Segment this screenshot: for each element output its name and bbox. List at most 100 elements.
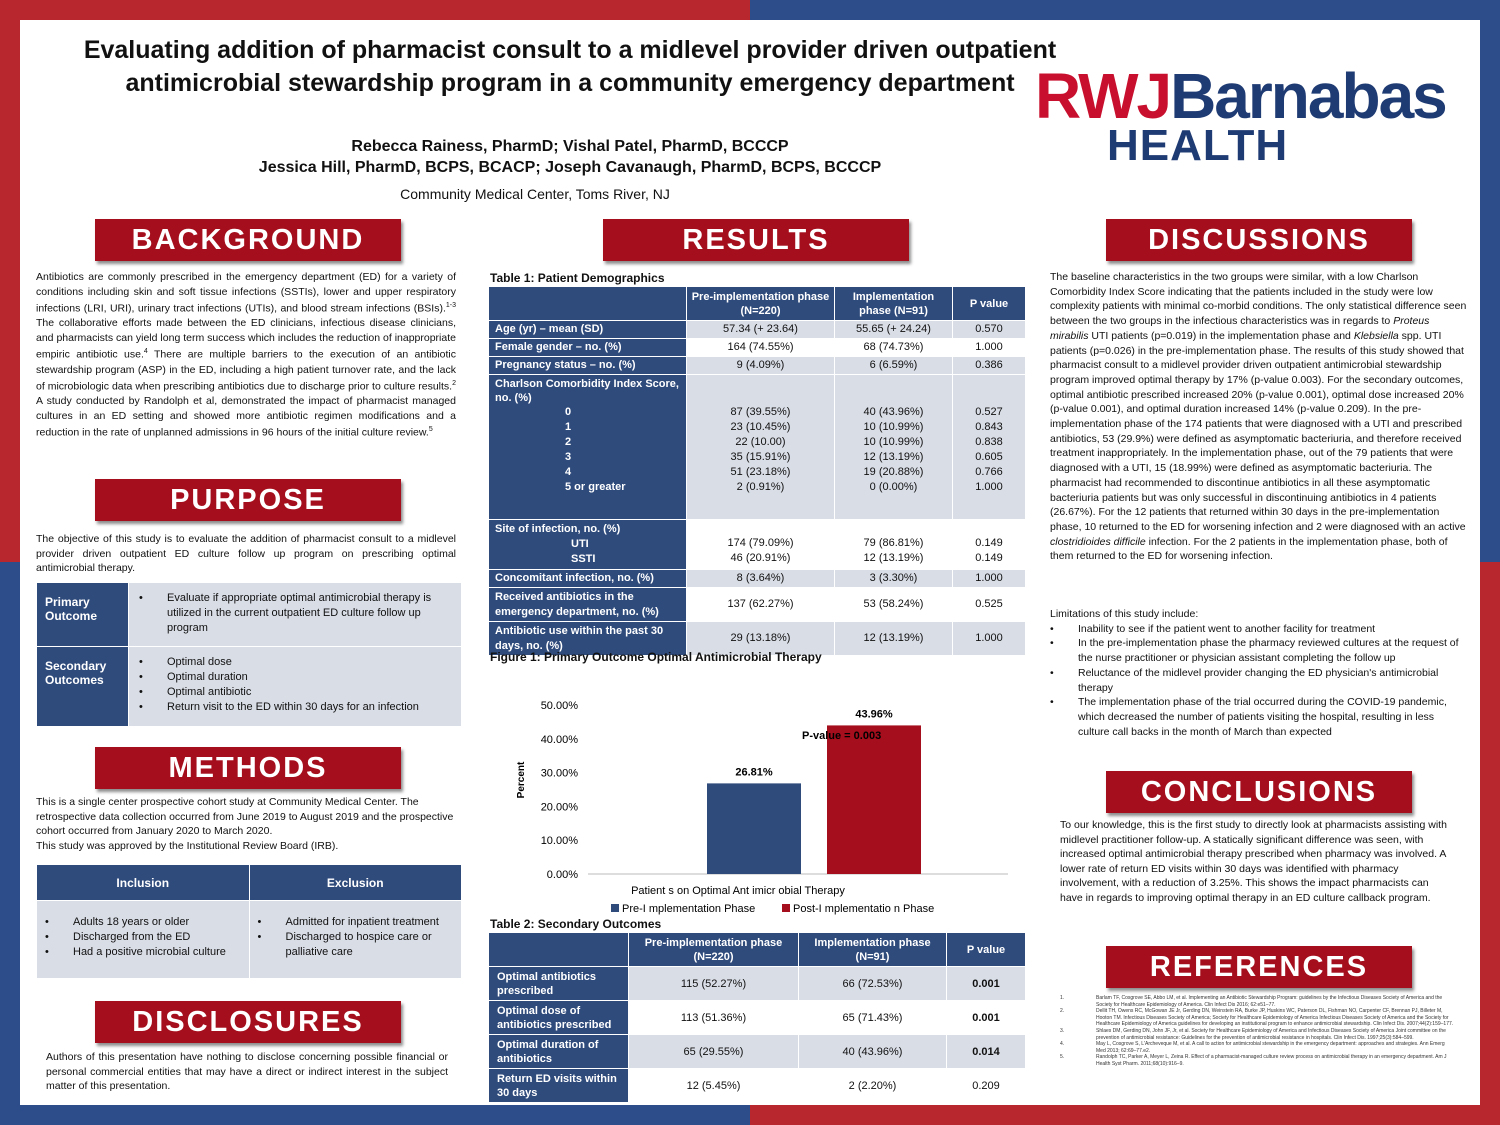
charlson-pre-cell: 87 (39.55%) 23 (10.45%) 22 (10.00) 35 (1… bbox=[686, 374, 835, 520]
cell-pre: 8 (3.64%) bbox=[686, 569, 835, 588]
poster-title: Evaluating addition of pharmacist consul… bbox=[83, 36, 1057, 97]
cell-pre: 46 (20.91%) bbox=[730, 552, 791, 564]
charlson-row: Charlson Comorbidity Index Score, no. (%… bbox=[488, 374, 1026, 520]
site-type: SSTI bbox=[571, 553, 596, 565]
methods-header: METHODS bbox=[95, 747, 401, 789]
cell-pre: 137 (62.27%) bbox=[686, 587, 835, 622]
table-row: Pregnancy status – no. (%) 9 (4.09%) 6 (… bbox=[488, 356, 1026, 375]
frame-right-top-band bbox=[1480, 0, 1500, 562]
cell-impl: 10 (10.99%) bbox=[863, 436, 924, 448]
conclusions-header: CONCLUSIONS bbox=[1106, 771, 1412, 813]
row-label: Female gender – no. (%) bbox=[488, 338, 687, 357]
site-row: Site of infection, no. (%) UTI SSTI 174 … bbox=[488, 519, 1026, 570]
row-label: Pregnancy status – no. (%) bbox=[488, 356, 687, 375]
cell-pre: 65 (29.55%) bbox=[628, 1034, 799, 1069]
cell-p: 0.001 bbox=[946, 1000, 1026, 1035]
site-p-cell: 0.149 0.149 bbox=[952, 519, 1026, 570]
charlson-level: 4 bbox=[565, 466, 572, 478]
cell-pre: 87 (39.55%) bbox=[730, 406, 791, 418]
cell-pre: 115 (52.27%) bbox=[628, 966, 799, 1001]
secondary-outcomes-cell: Optimal dose Optimal duration Optimal an… bbox=[128, 646, 462, 727]
p-value-annotation: P-value = 0.003 bbox=[802, 730, 881, 742]
t2-header-blank bbox=[488, 932, 629, 967]
authors-line-1: Rebecca Rainess, PharmD; Vishal Patel, P… bbox=[351, 138, 789, 155]
site-pre-cell: 174 (79.09%) 46 (20.91%) bbox=[686, 519, 835, 570]
cell-p: 0.766 bbox=[975, 466, 1003, 478]
t2-header-impl: Implementation phase (N=91) bbox=[798, 932, 947, 967]
optimal-therapy-bar-chart: 0.00% 10.00% 20.00% 30.00% 40.00% 50.00% 26.8… bbox=[516, 700, 1008, 915]
purpose-header: PURPOSE bbox=[95, 479, 401, 521]
legend-post: Post-I mplementatio n Phase bbox=[793, 903, 934, 915]
reference-item: 2. Dellit TH, Owens RC, McGowan JE Jr, Ge… bbox=[1060, 1008, 1454, 1028]
cell-pre: 35 (15.91%) bbox=[730, 451, 791, 463]
limitations-intro: Limitations of this study include: bbox=[1050, 608, 1199, 620]
patient-demographics-table: Pre-implementation phase (N=220) Impleme… bbox=[488, 286, 1026, 656]
frame-left-bottom-band bbox=[0, 562, 20, 1125]
cell-pre: 113 (51.36%) bbox=[628, 1000, 799, 1035]
affiliation: Community Medical Center, Toms River, NJ bbox=[400, 186, 670, 202]
row-label: Received antibiotics in the emergency de… bbox=[488, 587, 687, 622]
table-row: Optimal antibiotics prescribed 115 (52.2… bbox=[488, 966, 1026, 1001]
table1-caption: Table 1: Patient Demographics bbox=[490, 271, 665, 285]
cell-impl: 0 (0.00%) bbox=[869, 481, 918, 493]
cell-impl: 40 (43.96%) bbox=[863, 406, 924, 418]
cell-impl: 66 (72.53%) bbox=[798, 966, 947, 1001]
row-label: Optimal duration of antibiotics bbox=[488, 1034, 629, 1069]
cell-p: 0.843 bbox=[975, 421, 1003, 433]
inclusion-cell: Adults 18 years or older Discharged from… bbox=[36, 900, 250, 979]
figure1-title: Figure 1: Primary Outcome Optimal Antimi… bbox=[490, 650, 822, 664]
methods-text: This is a single center prospective coho… bbox=[36, 795, 462, 853]
frame-bottom-left-band bbox=[0, 1105, 750, 1125]
t1-header-blank bbox=[488, 286, 687, 321]
cell-pre: 164 (74.55%) bbox=[686, 338, 835, 357]
secondary-outcomes-table: Pre-implementation phase (N=220) Impleme… bbox=[488, 932, 1026, 1103]
authors: Rebecca Rainess, PharmD; Vishal Patel, P… bbox=[180, 136, 960, 178]
t2-header-p: P value bbox=[946, 932, 1026, 967]
secondary-outcome-item: Return visit to the ED within 30 days fo… bbox=[139, 700, 453, 715]
cell-impl: 12 (13.19%) bbox=[863, 451, 924, 463]
cell-pre: 22 (10.00) bbox=[735, 436, 786, 448]
inclusion-exclusion-table: Inclusion Exclusion Adults 18 years or o… bbox=[36, 864, 462, 979]
site-label: Site of infection, no. (%) bbox=[495, 523, 621, 535]
frame-left-top-band bbox=[0, 0, 20, 562]
y-tick-label: 50.00% bbox=[541, 700, 579, 712]
cell-p: 0.525 bbox=[952, 587, 1026, 622]
background-text: Antibiotics are commonly prescribed in t… bbox=[36, 271, 456, 439]
table-row: Return ED visits within 30 days 12 (5.45… bbox=[488, 1068, 1026, 1103]
primary-outcome-item: Evaluate if appropriate optimal antimicr… bbox=[139, 591, 453, 636]
references-list: 1. Barlam TF, Cosgrove SE, Abbo LM, et al… bbox=[1060, 995, 1455, 1068]
cell-pre: 12 (5.45%) bbox=[628, 1068, 799, 1103]
secondary-outcome-item: Optimal dose bbox=[139, 655, 453, 670]
exclusion-cell: Admitted for inpatient treatment Dischar… bbox=[248, 900, 462, 979]
x-category-label: Patient s on Optimal Ant imicr obial The… bbox=[631, 885, 845, 897]
cell-impl: 2 (2.20%) bbox=[798, 1068, 947, 1103]
y-axis-label: Percent bbox=[516, 761, 527, 798]
legend-swatch-pre bbox=[611, 904, 619, 912]
charlson-p-cell: 0.527 0.843 0.838 0.605 0.766 1.000 bbox=[952, 374, 1026, 520]
cell-pre: 51 (23.18%) bbox=[730, 466, 791, 478]
row-label: Optimal dose of antibiotics prescribed bbox=[488, 1000, 629, 1035]
rwjbarnabas-logo: RWJBarnabas HEALTH bbox=[1035, 64, 1465, 168]
charlson-level: 2 bbox=[565, 436, 572, 448]
inclusion-item: Adults 18 years or older bbox=[45, 915, 241, 930]
table-row: Antibiotic use within the past 30 days, … bbox=[488, 621, 1026, 656]
outcomes-table: Primary Outcome Evaluate if appropriate … bbox=[36, 582, 462, 727]
cell-impl: 65 (71.43%) bbox=[798, 1000, 947, 1035]
frame-top-right-band bbox=[750, 0, 1500, 20]
cell-p: 0.605 bbox=[975, 451, 1003, 463]
cell-p: 0.838 bbox=[975, 436, 1003, 448]
table-row: Received antibiotics in the emergency de… bbox=[488, 587, 1026, 622]
limitation-item: Inability to see if the patient went to … bbox=[1050, 622, 1468, 637]
row-label: Age (yr) – mean (SD) bbox=[488, 320, 687, 339]
logo-rwj: RWJ bbox=[1035, 60, 1172, 132]
cell-p: 0.149 bbox=[975, 552, 1003, 564]
t1-header-p: P value bbox=[952, 286, 1026, 321]
row-label: Return ED visits within 30 days bbox=[488, 1068, 629, 1103]
frame-right-bottom-band bbox=[1480, 562, 1500, 1125]
table-row: Optimal duration of antibiotics 65 (29.5… bbox=[488, 1034, 1026, 1069]
cell-impl: 68 (74.73%) bbox=[834, 338, 953, 357]
reference-item: 3. Shlaes DM, Gerding DN, John JF, Jr, et… bbox=[1060, 1027, 1446, 1041]
cell-p: 0.527 bbox=[975, 406, 1003, 418]
cell-impl: 12 (13.19%) bbox=[834, 621, 953, 656]
cell-p: 1.000 bbox=[975, 481, 1003, 493]
